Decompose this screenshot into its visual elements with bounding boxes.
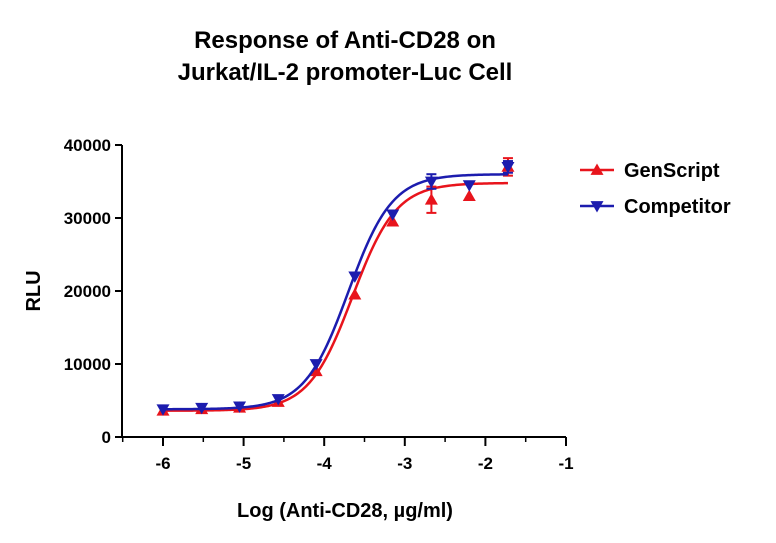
competitor-data-point	[386, 209, 400, 221]
competitor-data-point	[424, 176, 438, 188]
genscript-fit-curve	[163, 181, 508, 412]
x-tick-label: -4	[317, 454, 333, 473]
plot-area: 0 10000 20000 30000 40000 -6 -5 -4 -3 -2 -1	[64, 136, 574, 473]
y-tick-label: 30000	[64, 209, 111, 228]
x-tick-label: -3	[397, 454, 412, 473]
x-tick-label: -1	[558, 454, 573, 473]
x-tick-label: -5	[236, 454, 251, 473]
legend-genscript-marker	[590, 163, 604, 175]
y-tick-label: 40000	[64, 136, 111, 155]
competitor-data-point	[348, 271, 362, 283]
genscript-data-point	[424, 193, 438, 205]
legend-genscript-label: GenScript	[624, 160, 720, 182]
competitor-fit-curve	[163, 173, 508, 411]
x-tick-label: -6	[155, 454, 170, 473]
legend: GenScript Competitor	[580, 160, 731, 218]
competitor-data-point	[309, 359, 323, 371]
genscript-data-point	[348, 288, 362, 300]
x-tick-label: -2	[478, 454, 493, 473]
y-tick-label: 0	[102, 428, 111, 447]
chart-title-line-2: Jurkat/IL-2 promoter-Luc Cell	[178, 59, 513, 86]
y-tick-label: 20000	[64, 282, 111, 301]
legend-competitor-label: Competitor	[624, 196, 731, 218]
competitor-data-point	[271, 394, 285, 406]
competitor-data-point	[233, 401, 247, 413]
legend-competitor-marker	[590, 201, 604, 213]
competitor-data-point	[462, 180, 476, 192]
chart-title-line-1: Response of Anti-CD28 on	[194, 27, 496, 54]
y-tick-label: 10000	[64, 355, 111, 374]
genscript-data-point	[462, 189, 476, 201]
competitor-data-point	[501, 162, 515, 174]
chart-title: Response of Anti-CD28 on Jurkat/IL-2 pro…	[178, 27, 513, 86]
x-axis-label: Log (Anti-CD28, µg/ml)	[237, 500, 453, 522]
competitor-data-point	[195, 402, 209, 415]
y-axis-label: RLU	[23, 270, 45, 311]
competitor-data-point	[156, 404, 170, 416]
